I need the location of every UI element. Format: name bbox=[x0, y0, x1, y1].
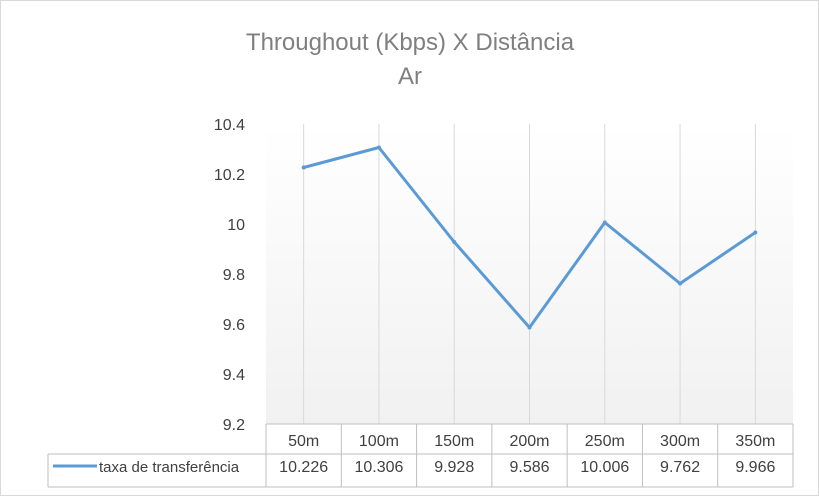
chart-subtitle: Ar bbox=[398, 63, 422, 90]
x-category-label: 100m bbox=[359, 433, 399, 450]
y-tick-label: 10.2 bbox=[214, 167, 245, 184]
data-table-value: 9.586 bbox=[509, 459, 549, 476]
legend-label: taxa de transferência bbox=[99, 459, 240, 476]
x-category-label: 350m bbox=[735, 433, 775, 450]
y-axis-ticks: 9.2 9.4 9.6 9.8 10 10.2 10.4 bbox=[214, 117, 245, 434]
data-table-value: 9.762 bbox=[660, 459, 700, 476]
y-tick-label: 10 bbox=[227, 217, 245, 234]
y-tick-label: 10.4 bbox=[214, 117, 245, 134]
data-table-value: 10.006 bbox=[580, 459, 629, 476]
y-tick-label: 9.8 bbox=[223, 267, 245, 284]
chart-title: Throughout (Kbps) X Distância bbox=[246, 29, 575, 56]
x-category-label: 50m bbox=[288, 433, 319, 450]
data-point bbox=[678, 281, 683, 286]
data-point bbox=[602, 220, 607, 225]
data-table: 50m 100m 150m 200m 250m 300m 350m taxa de trans… bbox=[47, 423, 794, 488]
series-layer bbox=[301, 145, 758, 330]
data-point bbox=[452, 240, 457, 244]
gridlines bbox=[303, 124, 756, 424]
data-table-value: 10.306 bbox=[354, 459, 403, 476]
x-category-label: 200m bbox=[509, 433, 549, 450]
y-tick-label: 9.2 bbox=[223, 417, 245, 434]
y-tick-label: 9.6 bbox=[223, 317, 245, 334]
data-point bbox=[753, 230, 758, 235]
x-category-label: 300m bbox=[660, 433, 700, 450]
data-point bbox=[376, 145, 381, 150]
data-table-value: 10.226 bbox=[279, 459, 328, 476]
x-category-label: 150m bbox=[434, 433, 474, 450]
y-tick-label: 9.4 bbox=[223, 367, 245, 384]
data-point bbox=[527, 325, 532, 330]
data-point bbox=[301, 165, 306, 170]
data-table-value: 9.966 bbox=[735, 459, 775, 476]
data-table-value: 9.928 bbox=[434, 459, 474, 476]
x-category-label: 250m bbox=[585, 433, 625, 450]
